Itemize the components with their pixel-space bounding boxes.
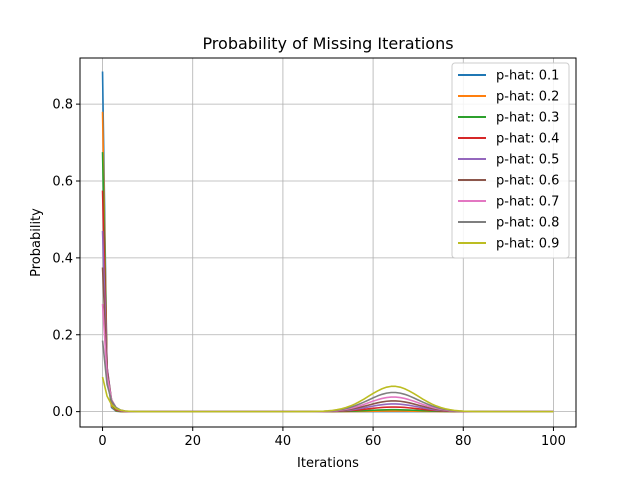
x-tick-label: 60 <box>365 434 382 449</box>
x-tick-label: 100 <box>541 434 566 449</box>
legend-label: p-hat: 0.6 <box>496 174 559 189</box>
x-tick-label: 80 <box>455 434 472 449</box>
legend-box <box>451 62 570 259</box>
x-tick-label: 20 <box>184 434 201 449</box>
series-lines <box>101 71 554 413</box>
legend-label: p-hat: 0.9 <box>496 237 559 252</box>
legend-label: p-hat: 0.3 <box>496 111 559 126</box>
x-tick-label: 40 <box>275 434 292 449</box>
legend-label: p-hat: 0.7 <box>496 195 559 210</box>
y-tick-label: 0.0 <box>52 405 73 420</box>
plot-frame <box>79 57 577 428</box>
legend-label: p-hat: 0.5 <box>496 153 559 168</box>
legend-label: p-hat: 0.4 <box>496 132 559 147</box>
x-axis-label: Iterations <box>297 456 359 471</box>
y-tick-label: 0.6 <box>52 175 73 190</box>
legend-label: p-hat: 0.1 <box>496 69 559 84</box>
y-tick-label: 0.2 <box>52 328 73 343</box>
y-axis-label: Probability <box>29 208 44 277</box>
chart-title: Probability of Missing Iterations <box>202 34 453 53</box>
y-tick-label: 0.8 <box>52 98 73 113</box>
series-line <box>101 376 554 413</box>
legend: p-hat: 0.1 p-hat: 0.2 p-hat: 0.3 p-hat: 0.4… <box>451 62 570 259</box>
axis-ticks: 0 20 40 60 80 100 0.0 0.2 0.4 0.6 0.8 <box>52 98 566 449</box>
x-tick-label: 0 <box>98 434 106 449</box>
legend-label: p-hat: 0.2 <box>496 90 559 105</box>
y-tick-label: 0.4 <box>52 251 73 266</box>
legend-label: p-hat: 0.8 <box>496 216 559 231</box>
